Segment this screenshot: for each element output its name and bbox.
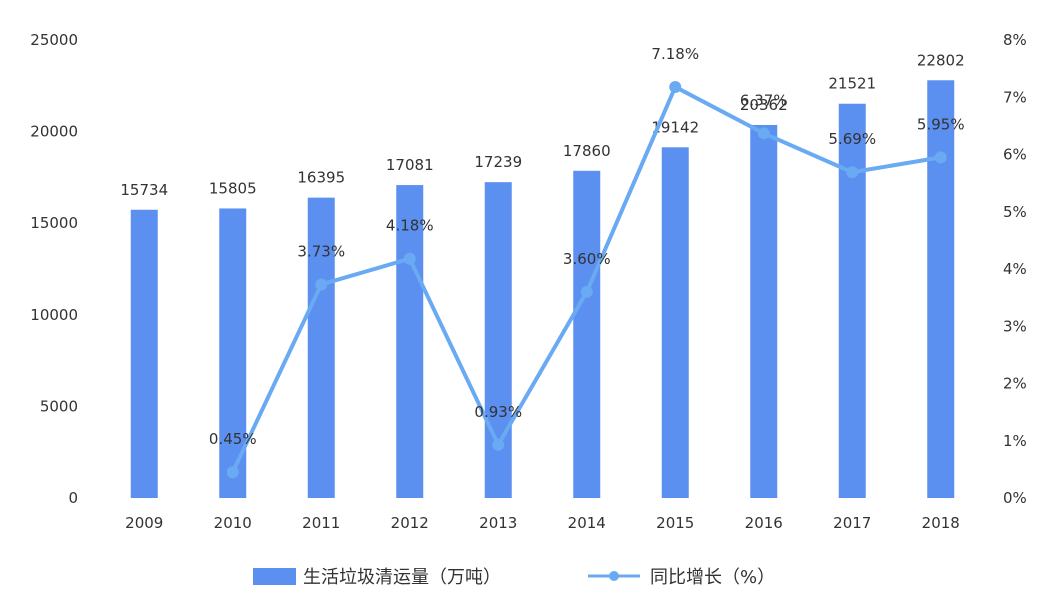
y-right-tick-label: 1% [1003, 432, 1027, 450]
bar [573, 170, 601, 498]
line-data-labels: 0.45% 3.73% 4.18% 0.93% 3.60% 7.18% 6.37% 5.69%… [209, 45, 965, 448]
legend-bar-swatch [253, 568, 296, 585]
bar-data-label: 15805 [209, 179, 257, 197]
y-right-tick-label: 2% [1003, 375, 1027, 393]
line-series [226, 80, 947, 479]
x-tick-label: 2012 [391, 514, 429, 532]
line-data-label: 4.18% [386, 217, 434, 235]
bar-data-label: 17860 [563, 142, 611, 160]
line-point [757, 127, 770, 140]
y-right-tick-label: 0% [1003, 489, 1027, 507]
line-data-label: 0.93% [474, 403, 522, 421]
bar [838, 103, 866, 498]
legend: 生活垃圾清运量（万吨） 同比增长（%） [253, 567, 775, 588]
bar-data-label: 16395 [297, 169, 345, 187]
y-left-tick-label: 0 [68, 489, 78, 507]
y-right-tick-label: 3% [1003, 317, 1027, 335]
line-point [846, 166, 859, 179]
bar [130, 209, 158, 498]
bar [307, 197, 335, 498]
x-tick-label: 2009 [125, 514, 163, 532]
x-tick-label: 2016 [745, 514, 783, 532]
line-point [315, 278, 328, 291]
x-tick-label: 2010 [214, 514, 252, 532]
line-point [403, 252, 416, 265]
bar [750, 124, 778, 498]
line-data-label: 0.45% [209, 430, 257, 448]
bar-data-label: 15734 [120, 181, 168, 199]
y-left-axis: 0 5000 10000 15000 20000 25000 [30, 31, 78, 507]
y-left-tick-label: 5000 [40, 397, 78, 415]
x-tick-label: 2015 [656, 514, 694, 532]
line-data-label: 5.69% [828, 130, 876, 148]
bar-data-label: 19142 [651, 118, 699, 136]
y-right-tick-label: 7% [1003, 88, 1027, 106]
bar-data-label: 20362 [740, 96, 788, 114]
bar-data-label: 17081 [386, 156, 434, 174]
bar [927, 80, 955, 498]
bar-data-label: 22802 [917, 51, 965, 69]
bar [396, 185, 424, 498]
line-data-label: 5.95% [917, 115, 965, 133]
line-point [580, 285, 593, 298]
line-data-label: 6.37% [740, 91, 788, 109]
legend-line-label: 同比增长（%） [650, 567, 775, 588]
bar-data-label: 21521 [828, 75, 876, 93]
x-tick-label: 2017 [833, 514, 871, 532]
y-left-tick-label: 10000 [30, 306, 78, 324]
x-tick-label: 2014 [568, 514, 606, 532]
legend-bar-label: 生活垃圾清运量（万吨） [303, 567, 501, 588]
y-right-tick-label: 5% [1003, 203, 1027, 221]
legend-line-marker [609, 571, 619, 581]
line-data-label: 3.60% [563, 250, 611, 268]
y-left-tick-label: 20000 [30, 123, 78, 141]
y-right-tick-label: 6% [1003, 146, 1027, 164]
bar-data-label: 17239 [474, 153, 522, 171]
bar-data-labels: 15734 15805 16395 17081 17239 17860 19142 20362… [120, 51, 964, 198]
x-tick-label: 2011 [302, 514, 340, 532]
bar [661, 147, 689, 499]
x-tick-label: 2018 [922, 514, 960, 532]
y-right-tick-label: 8% [1003, 31, 1027, 49]
line-point [669, 80, 682, 93]
line-point [226, 466, 239, 479]
x-axis: 2009 2010 2011 2012 2013 2014 2015 2016 2017 2018 [125, 514, 960, 532]
y-left-tick-label: 15000 [30, 214, 78, 232]
line-data-label: 3.73% [297, 242, 345, 260]
y-right-tick-label: 4% [1003, 260, 1027, 278]
line-point [492, 438, 505, 451]
y-right-axis: 0% 1% 2% 3% 4% 5% 6% 7% 8% [1003, 31, 1027, 507]
line-data-label: 7.18% [651, 45, 699, 63]
y-left-tick-label: 25000 [30, 31, 78, 49]
x-tick-label: 2013 [479, 514, 517, 532]
line-point [934, 151, 947, 164]
